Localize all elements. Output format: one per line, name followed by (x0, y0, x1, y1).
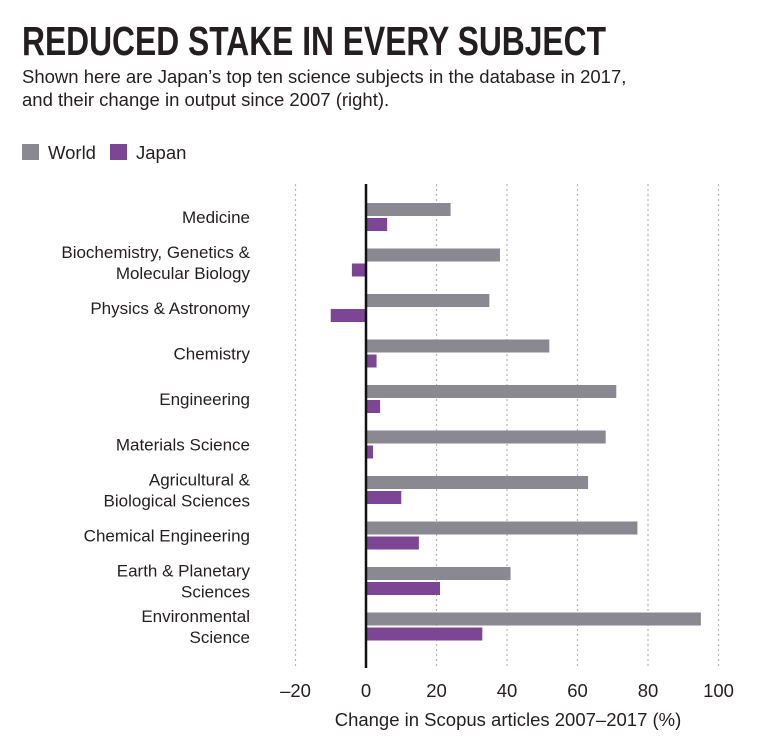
category-label: Medicine (182, 208, 250, 227)
category-label: Molecular Biology (116, 264, 251, 283)
bar-world (366, 339, 550, 353)
category-label: Engineering (159, 390, 250, 409)
bar-japan (366, 627, 483, 641)
bar-world (366, 248, 500, 262)
category-label: Environmental (141, 607, 250, 626)
bar-world (366, 430, 606, 444)
bar-japan (366, 536, 419, 550)
bar-world (366, 476, 589, 489)
category-label: Sciences (181, 583, 250, 602)
legend-swatch-japan (110, 144, 127, 160)
bar-world (366, 612, 701, 626)
x-tick-label: 20 (426, 680, 447, 701)
category-label: Earth & Planetary (117, 562, 251, 581)
category-label: Materials Science (116, 436, 250, 455)
bar-world (366, 203, 451, 216)
category-label: Science (190, 628, 250, 647)
subtitle-line-2: and their change in output since 2007 (r… (22, 89, 389, 110)
x-tick-label: 80 (638, 680, 659, 701)
x-axis-label: Change in Scopus articles 2007–2017 (%) (335, 709, 682, 730)
category-label: Chemical Engineering (84, 527, 250, 546)
legend-swatch-world (22, 144, 39, 160)
category-label: Biological Sciences (104, 492, 250, 511)
bar-japan (366, 491, 402, 504)
x-tick-label: 0 (361, 680, 371, 701)
x-tick-label: 40 (497, 680, 518, 701)
bar-japan (330, 309, 366, 322)
x-tick-label: 60 (567, 680, 588, 701)
bar-japan (351, 263, 366, 277)
category-label: Agricultural & (149, 471, 251, 490)
bar-world (366, 521, 638, 535)
category-label: Biochemistry, Genetics & (61, 243, 250, 262)
subtitle-line-1: Shown here are Japan’s top ten science s… (22, 66, 626, 87)
bar-world (366, 385, 617, 398)
bar-japan (366, 354, 377, 368)
bar-japan (366, 218, 388, 231)
legend: World Japan (22, 142, 186, 163)
bar-world (366, 567, 511, 580)
bar-japan (366, 400, 381, 413)
category-label: Chemistry (173, 345, 250, 364)
bar-world (366, 294, 490, 307)
category-label: Physics & Astronomy (90, 299, 250, 318)
bar-japan (366, 582, 441, 595)
legend-label-japan: Japan (136, 142, 186, 163)
x-tick-label: 100 (703, 680, 734, 701)
bar-japan (366, 445, 374, 459)
x-tick-label: –20 (280, 680, 311, 701)
legend-label-world: World (48, 142, 96, 163)
chart-title: REDUCED STAKE IN EVERY SUBJECT (22, 18, 606, 64)
